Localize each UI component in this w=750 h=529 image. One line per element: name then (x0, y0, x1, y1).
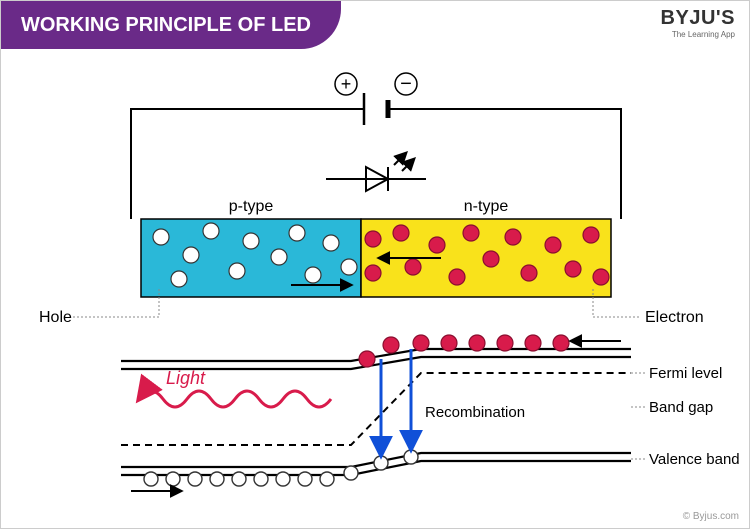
copyright: © Byjus.com (683, 511, 739, 522)
title-banner: WORKING PRINCIPLE OF LED (1, 1, 341, 49)
svg-text:p-type: p-type (229, 198, 274, 215)
diagram-frame: WORKING PRINCIPLE OF LED BYJU'S The Lear… (0, 0, 750, 529)
logo: BYJU'S The Learning App (661, 7, 735, 39)
svg-text:+: + (341, 74, 352, 94)
svg-text:Hole: Hole (39, 309, 72, 326)
svg-text:−: − (400, 73, 412, 95)
svg-text:Band gap: Band gap (649, 399, 713, 416)
svg-text:Electron: Electron (645, 309, 704, 326)
header: WORKING PRINCIPLE OF LED BYJU'S The Lear… (1, 1, 749, 49)
logo-main: BYJU'S (661, 7, 735, 30)
svg-text:Fermi level: Fermi level (649, 365, 722, 382)
svg-text:n-type: n-type (464, 198, 509, 215)
svg-text:Valence band: Valence band (649, 451, 740, 468)
title-text: WORKING PRINCIPLE OF LED (21, 14, 311, 37)
logo-sub: The Learning App (661, 30, 735, 39)
svg-text:Recombination: Recombination (425, 404, 525, 421)
diagram-svg: + − p-type n-type Hole Electron Recombination L… (1, 49, 750, 509)
svg-text:Light: Light (166, 368, 206, 388)
